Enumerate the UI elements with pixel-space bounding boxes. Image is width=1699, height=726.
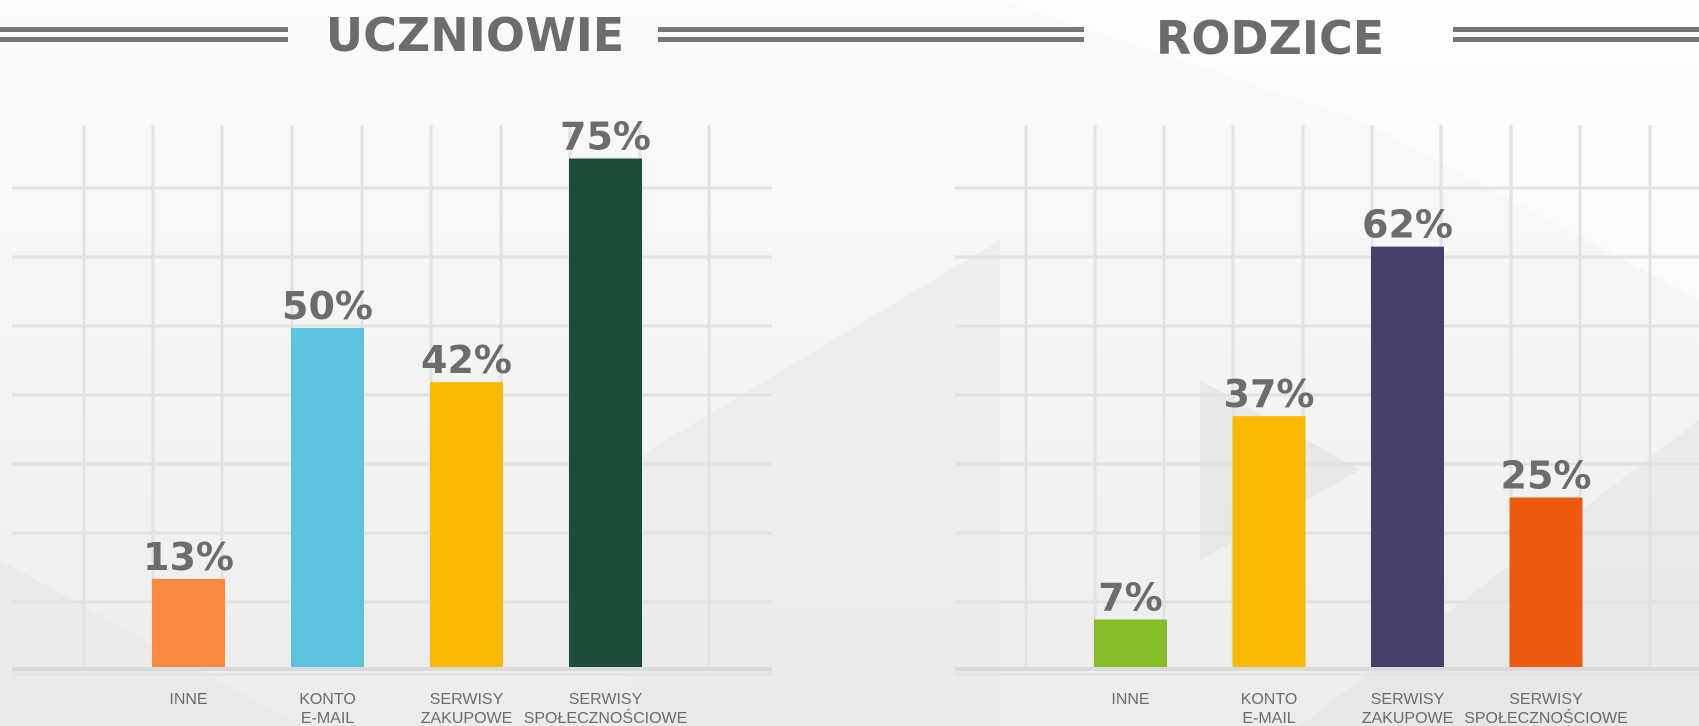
bar-value-label: 7% xyxy=(1098,576,1163,620)
category-label: KONTO xyxy=(299,691,356,708)
bar-value-label: 37% xyxy=(1224,372,1315,416)
category-label: INNE xyxy=(169,691,207,708)
bar-value-label: 25% xyxy=(1501,454,1592,498)
chart-baseline-shadow xyxy=(955,673,1699,676)
bar xyxy=(430,382,503,667)
bar xyxy=(569,158,642,667)
category-label: SERWISY xyxy=(1371,691,1445,708)
chart-title-students: UCZNIOWIE xyxy=(325,8,625,62)
chart-baseline xyxy=(955,667,1699,671)
category-label: INNE xyxy=(1111,691,1149,708)
bar xyxy=(1232,416,1306,667)
title-rule-left-1 xyxy=(0,27,288,42)
bar xyxy=(1509,497,1583,667)
category-label: SERWISY xyxy=(569,691,643,708)
bar-value-label: 13% xyxy=(143,535,234,579)
category-label: ZAKUPOWE xyxy=(421,710,513,726)
bar-value-label: 42% xyxy=(421,338,512,382)
title-rule-right-1 xyxy=(658,27,1084,42)
bar xyxy=(1094,619,1167,667)
bar-value-label: 75% xyxy=(560,115,651,159)
category-label: SERWISY xyxy=(430,691,504,708)
bar xyxy=(152,578,225,667)
category-label: SPOŁECZNOŚCIOWE xyxy=(1464,708,1628,726)
category-label: E-MAIL xyxy=(301,710,354,726)
chart-baseline-shadow xyxy=(12,673,772,676)
chart-title-parents: RODZICE xyxy=(1155,11,1385,65)
category-label: SPOŁECZNOŚCIOWE xyxy=(524,708,688,726)
bar xyxy=(1371,246,1444,667)
title-rule-right-2 xyxy=(1453,27,1699,42)
bar xyxy=(291,328,364,667)
category-label: KONTO xyxy=(1241,691,1298,708)
category-label: ZAKUPOWE xyxy=(1362,710,1454,726)
chart-baseline xyxy=(12,667,772,671)
category-label: E-MAIL xyxy=(1242,710,1295,726)
category-label: SERWISY xyxy=(1509,691,1583,708)
bar-value-label: 50% xyxy=(282,284,373,328)
bar-value-label: 62% xyxy=(1362,203,1453,247)
